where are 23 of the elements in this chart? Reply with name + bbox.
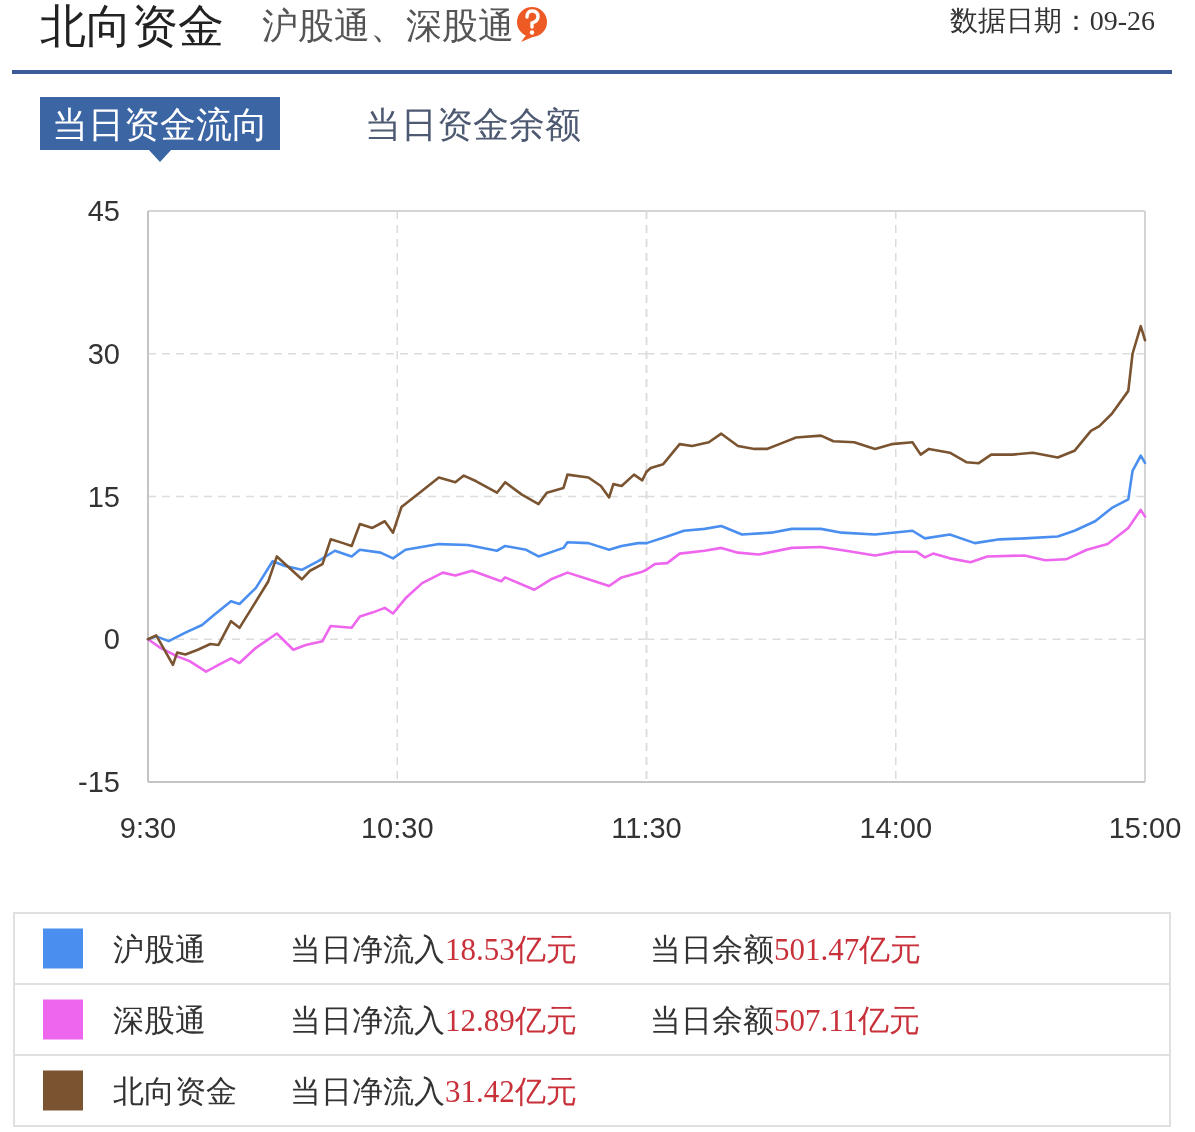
tab-selected: 当日资金流向 (40, 97, 280, 150)
legend-label: 沪股通 (113, 931, 206, 967)
x-tick-label: 14:00 (859, 812, 933, 844)
legend-label: 北向资金 (113, 1073, 237, 1109)
text: 数据日期：09-26 (949, 5, 1155, 36)
text: 当日资金余额 (365, 105, 581, 145)
chart-title: 北向资金 (40, 0, 224, 52)
x-tick-label: 10:30 (360, 812, 434, 844)
x-tick-label: 11:30 (611, 812, 682, 844)
y-tick-label: 30 (87, 337, 120, 370)
x-tick-label: 15:00 (1108, 812, 1182, 844)
text: 当日余额501.47亿元 (650, 931, 922, 967)
x-tick-label: 9:30 (119, 812, 177, 844)
chart-subtitle: 沪股通、深股通 (262, 5, 514, 46)
y-tick-label: 0 (103, 623, 120, 656)
text: 当日余额507.11亿元 (650, 1002, 921, 1038)
y-tick-label: 45 (87, 195, 120, 227)
y-tick-label: 15 (87, 480, 120, 513)
text: 当日净流入31.42亿元 (290, 1073, 577, 1109)
text: 当日净流入18.53亿元 (290, 931, 577, 967)
text: 当日净流入12.89亿元 (290, 1002, 577, 1038)
y-tick-label: -15 (78, 766, 120, 798)
legend-label: 深股通 (113, 1002, 206, 1038)
